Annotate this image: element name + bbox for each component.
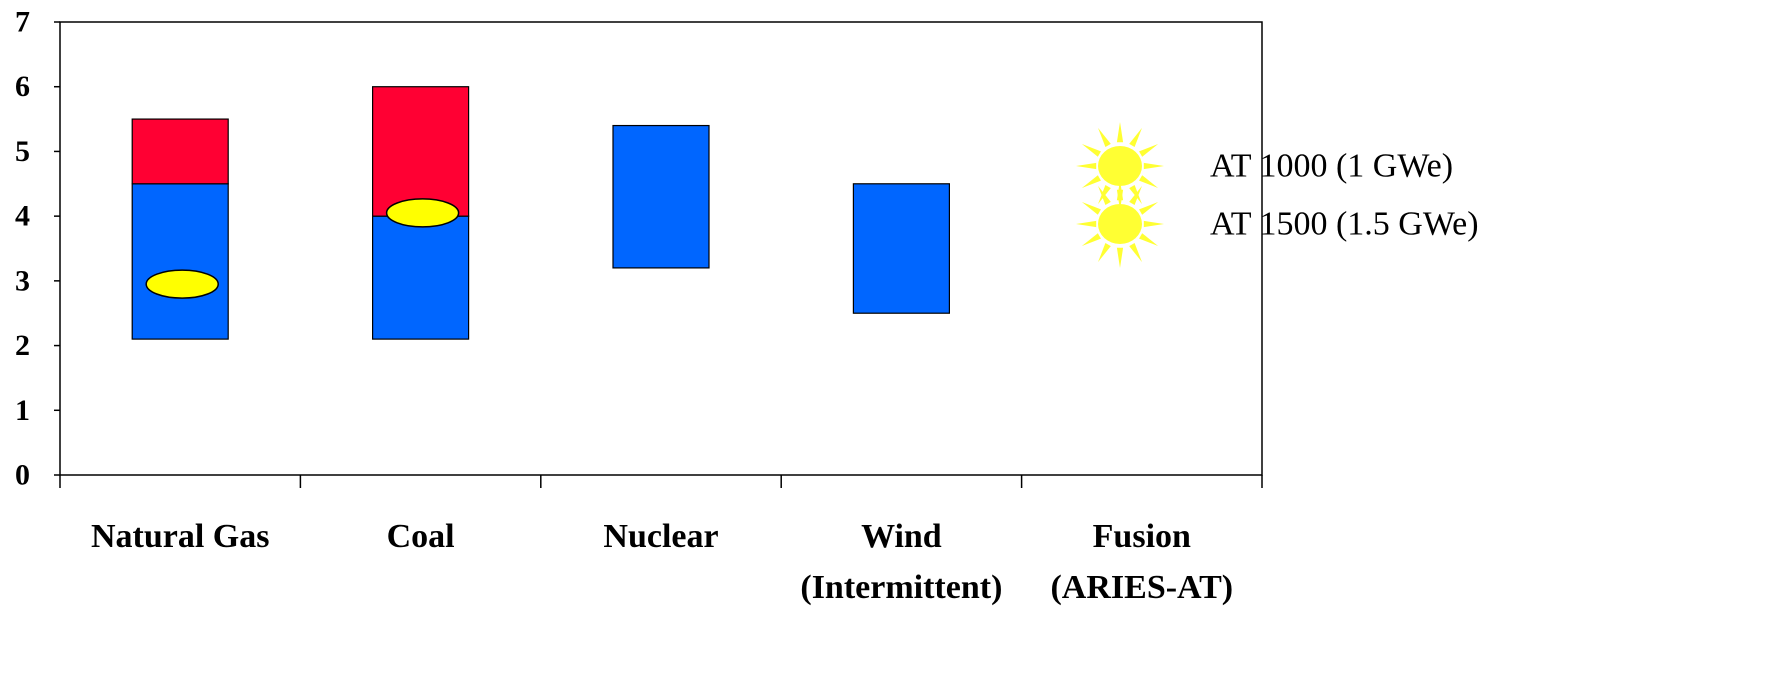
marker-ellipse <box>145 269 219 299</box>
category-label: Wind <box>861 518 942 555</box>
plot-area <box>59 21 1263 476</box>
category-label: Natural Gas <box>91 518 270 555</box>
x-axis: Natural Gas Coal Nuclear Wind (Intermittent)… <box>59 475 1263 606</box>
range-bars <box>131 86 951 340</box>
sun-ray <box>1143 220 1164 228</box>
y-tick-label: 5 <box>15 135 30 168</box>
sun-ray <box>1076 220 1097 228</box>
y-tick-label: 2 <box>15 329 30 362</box>
marker-ellipse <box>385 198 460 228</box>
bar-upper-segment <box>131 118 229 185</box>
sun-ray <box>1143 162 1164 170</box>
sun-ray <box>1098 185 1111 205</box>
bar-lower-segment <box>852 183 951 314</box>
y-axis: 0 1 2 3 4 5 6 7 <box>15 6 60 492</box>
y-tick-label: 4 <box>15 200 30 233</box>
y-tick-label: 7 <box>15 6 30 39</box>
sun-ray <box>1076 162 1097 170</box>
sun-ray <box>1116 247 1124 268</box>
sun-ray <box>1139 175 1159 188</box>
sun-ray <box>1098 127 1111 147</box>
y-tick-label: 6 <box>15 70 30 103</box>
bar-lower-segment <box>612 124 710 269</box>
sun-ray <box>1116 122 1124 143</box>
bar-lower-segment <box>131 183 229 340</box>
bar-upper-segment <box>372 86 470 217</box>
sun-ray <box>1139 233 1159 246</box>
legend-label: AT 1500 (1.5 GWe) <box>1210 206 1479 243</box>
y-tick-label: 3 <box>15 264 30 297</box>
category-label: Fusion <box>1093 518 1191 555</box>
bar-lower-segment <box>372 215 470 340</box>
sun-ray <box>1129 127 1142 147</box>
sun-ray <box>1098 243 1111 263</box>
sun-disc <box>1098 204 1142 244</box>
sun-ray <box>1139 202 1159 215</box>
sun-ray <box>1081 233 1101 246</box>
sun-icon <box>1076 180 1164 268</box>
category-label: Nuclear <box>603 518 718 555</box>
sun-disc <box>1098 146 1142 186</box>
category-label: Coal <box>387 518 455 555</box>
sun-ray <box>1129 243 1142 263</box>
category-sublabel: (Intermittent) <box>800 569 1002 606</box>
sun-ray <box>1116 180 1124 201</box>
sun-ray <box>1081 144 1101 157</box>
sun-ray <box>1081 175 1101 188</box>
y-tick-label: 1 <box>15 394 30 427</box>
markers <box>145 198 460 299</box>
legend-label: AT 1000 (1 GWe) <box>1210 148 1453 185</box>
sun-ray <box>1081 202 1101 215</box>
sun-ray <box>1139 144 1159 157</box>
y-tick-label: 0 <box>15 459 30 492</box>
legend: AT 1000 (1 GWe) AT 1500 (1.5 GWe) <box>1076 122 1479 268</box>
sun-ray <box>1129 185 1142 205</box>
category-sublabel: (ARIES-AT) <box>1050 569 1233 606</box>
